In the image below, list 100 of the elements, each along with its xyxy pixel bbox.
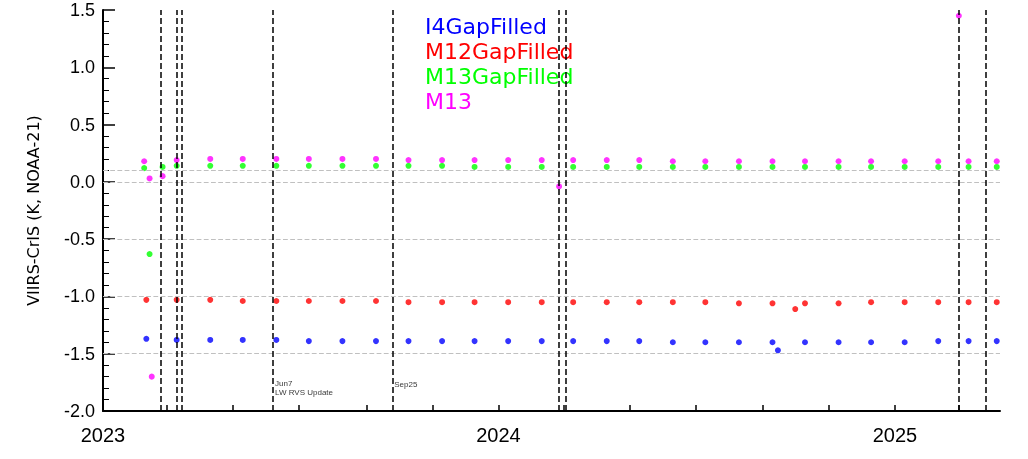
point	[570, 299, 577, 306]
point	[769, 300, 776, 307]
point	[868, 163, 875, 170]
point	[935, 338, 942, 345]
point	[471, 338, 478, 345]
point	[636, 157, 643, 164]
point	[405, 157, 412, 164]
annotation: Jun7 LW RVS Update	[275, 379, 334, 398]
point	[636, 163, 643, 170]
point	[669, 163, 676, 170]
point	[538, 338, 545, 345]
point	[835, 300, 842, 307]
x-tick-label: 2024	[476, 424, 521, 446]
point	[471, 163, 478, 170]
point	[273, 298, 280, 305]
point	[146, 175, 153, 182]
y-tick-label: 0.0	[69, 171, 95, 192]
point	[305, 162, 312, 169]
point	[143, 296, 150, 303]
point	[239, 336, 246, 343]
point	[735, 158, 742, 165]
point	[901, 163, 908, 170]
point	[774, 347, 781, 354]
point	[146, 251, 153, 258]
x-tick-label: 2025	[872, 424, 918, 446]
point	[405, 338, 412, 345]
point	[439, 338, 446, 345]
point	[305, 155, 312, 162]
point	[901, 158, 908, 165]
point	[273, 162, 280, 169]
point	[505, 157, 512, 164]
point	[373, 338, 379, 345]
point	[141, 165, 148, 172]
point	[505, 338, 512, 345]
point	[505, 299, 512, 306]
y-tick-label: -1.5	[63, 343, 95, 364]
point	[935, 299, 942, 306]
point	[373, 298, 379, 305]
point	[835, 158, 842, 165]
point	[935, 163, 942, 170]
point	[835, 339, 842, 346]
point	[538, 163, 545, 170]
y-tick-label: 1.5	[69, 0, 95, 20]
point	[603, 299, 610, 306]
point	[143, 335, 150, 342]
point	[702, 163, 709, 170]
point	[965, 299, 972, 306]
point	[538, 299, 545, 306]
point	[735, 163, 742, 170]
point	[802, 163, 808, 170]
point	[993, 338, 1000, 345]
point	[207, 296, 214, 303]
point	[868, 339, 875, 346]
point	[802, 300, 808, 307]
x-tick-label: 2023	[80, 424, 126, 446]
point	[239, 162, 246, 169]
point	[868, 158, 875, 165]
point	[339, 162, 346, 169]
point	[570, 163, 577, 170]
point	[769, 158, 776, 165]
point	[735, 339, 742, 346]
point	[538, 157, 545, 164]
point	[802, 158, 808, 165]
point	[339, 298, 346, 305]
point	[439, 299, 446, 306]
point	[141, 158, 148, 165]
point	[702, 299, 709, 306]
point	[802, 339, 808, 346]
point	[439, 157, 446, 164]
point	[207, 162, 214, 169]
point	[669, 339, 676, 346]
y-tick-label: -1.0	[63, 286, 95, 307]
point	[901, 299, 908, 306]
point	[965, 338, 972, 345]
point	[735, 300, 742, 307]
point	[273, 155, 280, 162]
point	[993, 299, 1000, 306]
point	[439, 162, 446, 169]
point	[207, 155, 214, 162]
point	[669, 158, 676, 165]
point	[901, 339, 908, 346]
point	[405, 299, 412, 306]
text: M13GapFilled	[425, 63, 574, 89]
point	[868, 299, 875, 306]
point	[603, 163, 610, 170]
point	[471, 157, 478, 164]
point	[993, 163, 1000, 170]
point	[769, 163, 776, 170]
y-tick-label: 0.5	[69, 114, 95, 135]
point	[603, 338, 610, 345]
point	[207, 336, 214, 343]
point	[669, 299, 676, 306]
point	[570, 157, 577, 164]
point	[405, 162, 412, 169]
point	[636, 299, 643, 306]
point	[603, 157, 610, 164]
point	[702, 339, 709, 346]
point	[636, 338, 643, 345]
text: I4GapFilled	[425, 13, 547, 39]
point	[239, 298, 246, 305]
